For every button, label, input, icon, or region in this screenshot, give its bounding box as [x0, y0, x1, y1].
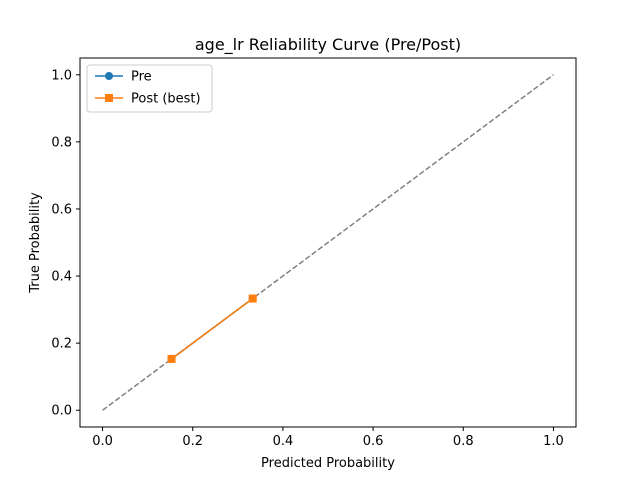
legend-pre-marker: [105, 72, 113, 80]
y-tick-label: 1.0: [51, 68, 72, 83]
series-layer: [167, 294, 257, 363]
legend-post-label: Post (best): [131, 92, 201, 107]
legend-pre-label: Pre: [131, 70, 152, 85]
series-post-best-line: [171, 297, 254, 360]
plot-frame: [79, 57, 577, 428]
y-tick-label: 0.0: [51, 404, 72, 419]
x-tick-label: 0.0: [92, 434, 113, 449]
x-axis-label: Predicted Probability: [261, 456, 395, 471]
x-axis-ticks: 0.0 0.2 0.4 0.6 0.8 1.0: [92, 427, 564, 449]
chart-title: age_lr Reliability Curve (Pre/Post): [195, 35, 461, 55]
series-post-best-point: [167, 354, 176, 363]
reference-layer: [102, 74, 554, 411]
x-tick-label: 0.6: [363, 434, 384, 449]
x-tick-label: 0.8: [453, 434, 474, 449]
legend-post-marker: [105, 94, 113, 102]
legend: Pre Post (best): [86, 64, 213, 113]
x-tick-label: 1.0: [543, 434, 564, 449]
x-tick-label: 0.2: [182, 434, 203, 449]
y-tick-label: 0.4: [51, 270, 72, 285]
series-post-best-point: [248, 294, 257, 303]
x-tick-label: 0.4: [273, 434, 294, 449]
reference-diagonal-line: [102, 74, 554, 411]
y-tick-label: 0.8: [51, 135, 72, 150]
y-tick-label: 0.6: [51, 202, 72, 217]
y-axis-ticks: 0.0 0.2 0.4 0.6 0.8 1.0: [51, 68, 80, 419]
y-tick-label: 0.2: [51, 337, 72, 352]
y-axis-label: True Probability: [28, 192, 43, 294]
